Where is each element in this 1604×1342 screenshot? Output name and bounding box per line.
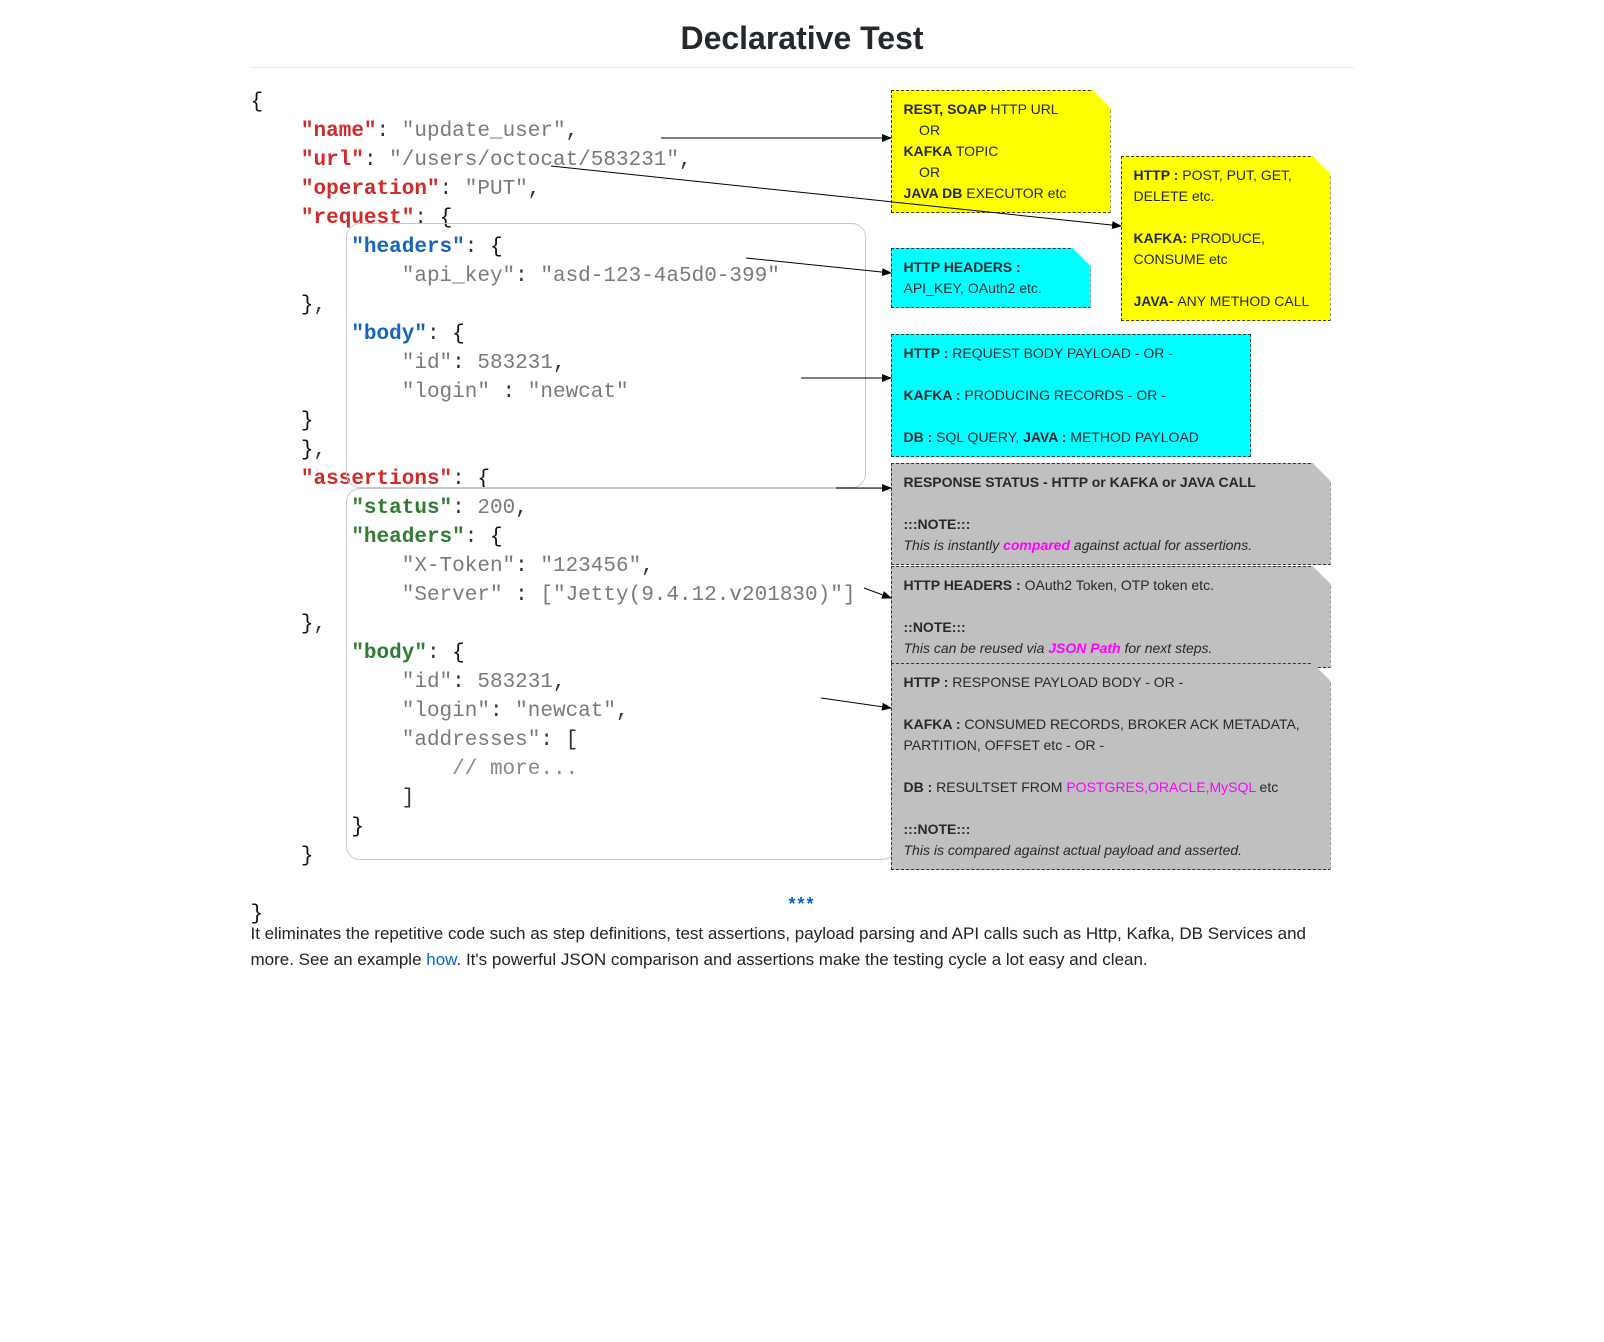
key-status: "status" xyxy=(351,497,452,520)
key-assertions: "assertions" xyxy=(301,468,452,491)
json-code-block: { "name": "update_user", "url": "/users/… xyxy=(251,88,856,1045)
val-api-key: "asd-123-4a5d0-399" xyxy=(540,265,779,288)
key-login: "login" xyxy=(402,381,490,404)
val-name: "update_user" xyxy=(402,120,566,143)
val-operation: "PUT" xyxy=(465,178,528,201)
diagram-area: { "name": "update_user", "url": "/users/… xyxy=(251,78,1351,888)
val-login2: "newcat" xyxy=(515,700,616,723)
val-status: 200 xyxy=(477,497,515,520)
callout-request-headers: HTTP HEADERS :API_KEY, OAuth2 etc. xyxy=(891,248,1091,308)
key-server: "Server" xyxy=(402,584,503,607)
val-xtoken: "123456" xyxy=(540,555,641,578)
key-operation: "operation" xyxy=(301,178,440,201)
comment-more: // more... xyxy=(452,758,578,781)
key-body-req: "body" xyxy=(351,323,427,346)
val-url: "/users/octocat/583231" xyxy=(389,149,679,172)
key-api-key: "api_key" xyxy=(402,265,515,288)
key-id2: "id" xyxy=(402,671,452,694)
callout-operation: HTTP : POST, PUT, GET, DELETE etc. KAFKA… xyxy=(1121,156,1331,321)
val-login: "newcat" xyxy=(528,381,629,404)
key-headers-resp: "headers" xyxy=(351,526,464,549)
callout-url: REST, SOAP HTTP URL ORKAFKA TOPIC ORJAVA… xyxy=(891,90,1111,213)
key-name: "name" xyxy=(301,120,377,143)
key-url: "url" xyxy=(301,149,364,172)
callout-response-body: HTTP : RESPONSE PAYLOAD BODY - OR - KAFK… xyxy=(891,663,1331,870)
key-request: "request" xyxy=(301,207,414,230)
callout-response-status: RESPONSE STATUS - HTTP or KAFKA or JAVA … xyxy=(891,463,1331,565)
key-body-resp: "body" xyxy=(351,642,427,665)
page-title: Declarative Test xyxy=(251,20,1354,68)
val-id2: 583231 xyxy=(477,671,553,694)
key-login2: "login" xyxy=(402,700,490,723)
key-addresses: "addresses" xyxy=(402,729,541,752)
key-id: "id" xyxy=(402,352,452,375)
callout-response-headers: HTTP HEADERS : OAuth2 Token, OTP token e… xyxy=(891,566,1331,668)
val-server: ["Jetty(9.4.12.v201830)"] xyxy=(540,584,855,607)
key-xtoken: "X-Token" xyxy=(402,555,515,578)
key-headers: "headers" xyxy=(351,236,464,259)
callout-request-body: HTTP : REQUEST BODY PAYLOAD - OR - KAFKA… xyxy=(891,334,1251,457)
val-id: 583231 xyxy=(477,352,553,375)
